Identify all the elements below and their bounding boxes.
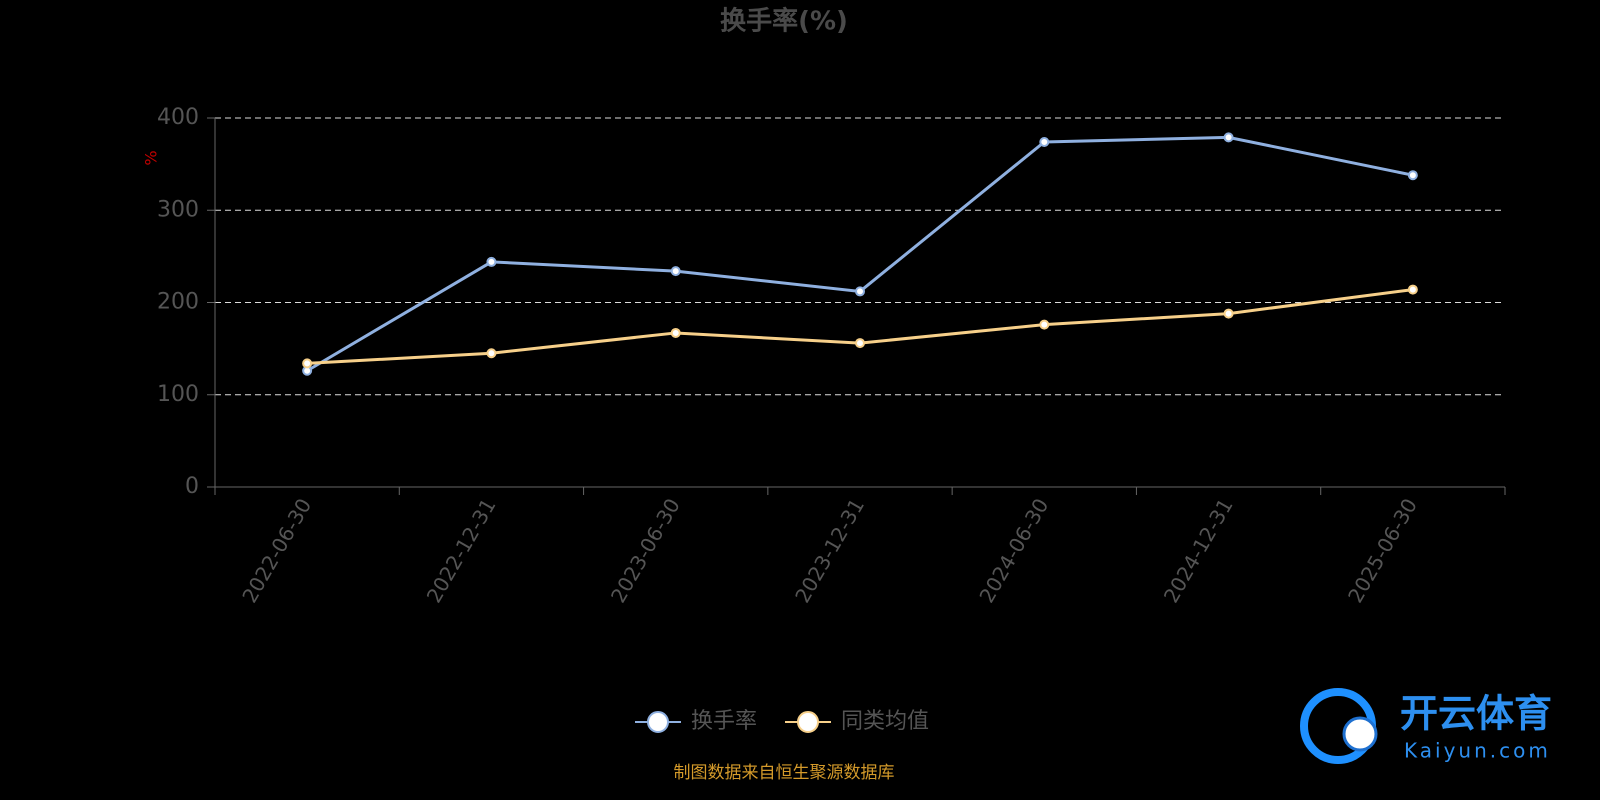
- x-tick-label: 2022-06-30: [237, 494, 316, 607]
- data-point: [1039, 319, 1050, 330]
- y-tick-label: 400: [157, 105, 199, 130]
- data-point: [670, 266, 681, 277]
- x-tick-label: 2022-12-31: [422, 494, 501, 607]
- data-point: [1039, 136, 1050, 147]
- x-tick-label: 2024-12-31: [1159, 494, 1238, 607]
- data-point: [1223, 132, 1234, 143]
- legend-marker: [797, 711, 819, 733]
- y-tick-label: 100: [157, 382, 199, 407]
- data-point: [1223, 308, 1234, 319]
- data-point: [486, 256, 497, 267]
- data-point: [1407, 170, 1418, 181]
- x-tick-label: 2023-12-31: [790, 494, 869, 607]
- logo-ball: [1342, 716, 1378, 752]
- data-point: [1407, 284, 1418, 295]
- data-point: [855, 338, 865, 349]
- watermark-text: 开云体育: [1400, 692, 1552, 736]
- source-note: 制图数据来自恒生聚源数据库: [674, 763, 895, 783]
- data-point: [670, 327, 681, 338]
- series-line: [307, 288, 1414, 365]
- data-point: [855, 286, 865, 297]
- data-point: [486, 348, 497, 359]
- y-tick-label: 0: [185, 474, 199, 499]
- legend-label: 换手率: [691, 709, 757, 734]
- y-tick-label: 300: [157, 197, 199, 222]
- watermark: 开云体育 Kaiyun.com: [1300, 688, 1552, 764]
- chart-title: 换手率(%): [720, 6, 848, 37]
- legend-label: 同类均值: [841, 709, 929, 734]
- x-tick-label: 2024-06-30: [974, 494, 1053, 607]
- y-tick-label: 200: [157, 290, 199, 315]
- y-axis-label: %: [142, 150, 161, 165]
- legend-marker: [647, 711, 669, 733]
- watermark-subtext: Kaiyun.com: [1404, 739, 1551, 763]
- series-line: [306, 135, 1414, 373]
- x-tick-label: 2023-06-30: [606, 494, 685, 607]
- data-point: [302, 358, 313, 369]
- x-tick-label: 2025-06-30: [1343, 494, 1422, 607]
